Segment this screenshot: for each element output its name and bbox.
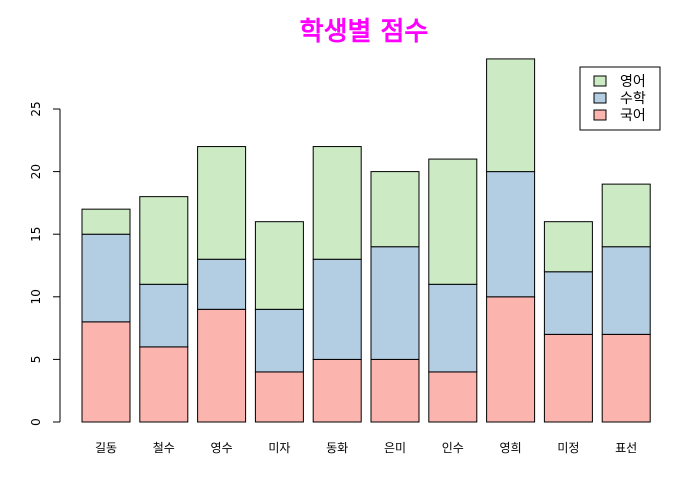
y-tick-label: 5	[29, 356, 43, 364]
legend-swatch	[593, 92, 607, 104]
bar-segment	[254, 308, 304, 373]
bar-segment	[428, 371, 478, 423]
bar-segment	[370, 246, 420, 360]
legend-swatch	[593, 109, 607, 121]
bar-segment	[486, 58, 536, 173]
legend-label: 국어	[620, 108, 646, 124]
x-tick-label: 인수	[442, 441, 464, 455]
bar-segment	[370, 358, 420, 423]
x-tick-label: 은미	[384, 441, 406, 455]
bar-segment	[601, 183, 651, 248]
bar-segment	[197, 258, 247, 310]
bar-segment	[197, 308, 247, 423]
y-tick-label: 25	[29, 101, 43, 116]
y-tick-label: 15	[29, 227, 43, 242]
bar-segment	[601, 333, 651, 423]
bar-segment	[139, 283, 189, 348]
x-tick-label: 철수	[153, 441, 175, 455]
x-tick-label: 영희	[500, 441, 522, 455]
bar-segment	[81, 233, 131, 323]
bar-segment	[254, 221, 304, 310]
bar-segment	[486, 296, 536, 423]
legend-label: 수학	[620, 91, 646, 107]
bar-segment	[81, 208, 131, 235]
bar-segment	[81, 321, 131, 423]
y-tick-label: 0	[29, 418, 43, 426]
bars	[81, 58, 651, 423]
bar-segment	[543, 271, 593, 335]
bar-segment	[312, 258, 362, 360]
x-tick-label: 미정	[557, 441, 579, 455]
legend-box	[579, 66, 661, 131]
legend-swatch	[593, 75, 607, 87]
bar-segment	[254, 371, 304, 423]
bar-segment	[197, 146, 247, 260]
bar-segment	[428, 158, 478, 285]
bar-segment	[139, 196, 189, 285]
bar-segment	[601, 246, 651, 335]
x-tick-label: 영수	[211, 441, 233, 455]
x-axis-labels: 길동 철수 영수 미자 동화 은미 인수 영희 미정 표선	[95, 441, 637, 455]
x-tick-label: 길동	[95, 441, 117, 455]
bar-segment	[370, 171, 420, 248]
x-tick-label: 표선	[615, 441, 637, 455]
y-axis: 0 5 10 15 20 25	[29, 101, 61, 426]
legend-label: 영어	[620, 74, 646, 90]
bar-segment	[312, 146, 362, 260]
y-tick-label: 20	[29, 164, 43, 179]
bar-segment	[428, 283, 478, 373]
x-tick-label: 미자	[268, 441, 290, 455]
chart-title: 학생별 점수	[300, 17, 429, 47]
bar-segment	[543, 333, 593, 423]
bar-segment	[543, 221, 593, 273]
y-tick-label: 10	[29, 289, 43, 304]
bar-segment	[486, 171, 536, 298]
bar-segment	[139, 346, 189, 423]
bar-segment	[312, 358, 362, 423]
x-tick-label: 동화	[326, 441, 348, 455]
